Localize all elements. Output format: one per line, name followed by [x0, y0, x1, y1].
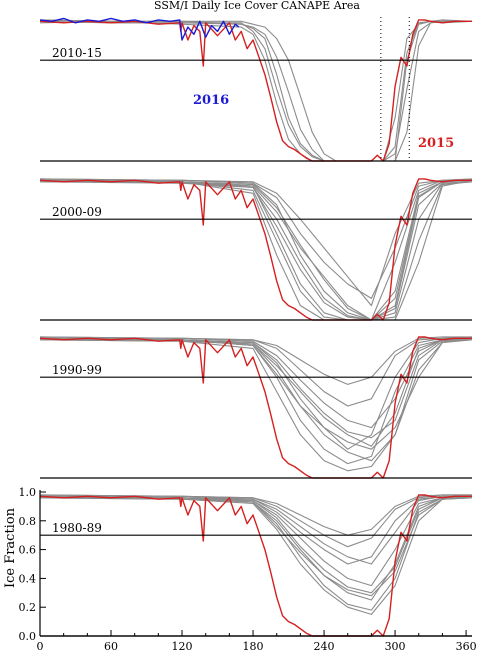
x-tick-label: 0 — [37, 640, 44, 653]
series-line-1998 — [39, 339, 473, 472]
series-line-2009 — [39, 179, 473, 321]
x-tick-label: 360 — [456, 640, 477, 653]
series-line-2014 — [39, 20, 472, 162]
series-line-2011 — [39, 20, 473, 162]
series-line-1989 — [39, 495, 473, 597]
x-axis: 0 60 120 180 240 300 360 — [37, 630, 477, 653]
series-line-2004 — [39, 178, 473, 307]
x-tick-label: 180 — [243, 640, 264, 653]
series-line-1986 — [39, 494, 472, 536]
series-line-1992 — [39, 339, 472, 447]
label-2015: 2015 — [418, 136, 454, 151]
series-line-1988 — [39, 497, 473, 615]
panel-1980-89: 1980-89 — [39, 494, 473, 637]
series-line-2015 — [39, 336, 472, 479]
y-tick-label: 0.2 — [19, 601, 37, 614]
y-tick-label: 1.0 — [19, 486, 37, 499]
y-tick-label: 0.4 — [19, 572, 37, 585]
x-tick-label: 300 — [385, 640, 406, 653]
chart-panels: 2010-15 2000-09 1990-99 1980-89 — [39, 17, 473, 637]
panel-2000-09: 2000-09 — [39, 178, 473, 321]
panel-label: 2000-09 — [52, 205, 102, 219]
series-line-1994 — [40, 337, 473, 429]
x-tick-label: 60 — [104, 640, 118, 653]
series-line-2015 — [39, 494, 472, 637]
figure-title: SSM/I Daily Ice Cover CANAPE Area — [154, 0, 360, 12]
y-axis: 0.0 0.2 0.4 0.6 0.8 1.0 — [19, 486, 46, 643]
series-line-1997 — [39, 337, 473, 439]
y-tick-label: 0.6 — [19, 544, 37, 557]
series-line-2012 — [39, 20, 472, 162]
series-line-2006 — [40, 179, 472, 299]
y-tick-label: 0.0 — [19, 630, 37, 643]
panel-1990-99: 1990-99 — [39, 336, 473, 479]
y-axis-label: Ice Fraction — [3, 507, 18, 588]
label-2016: 2016 — [193, 93, 229, 108]
series-line-2003 — [39, 179, 473, 321]
panel-label: 2010-15 — [52, 46, 102, 60]
series-line-1996 — [39, 336, 472, 385]
x-tick-label: 240 — [314, 640, 335, 653]
series-line-2015 — [39, 19, 472, 162]
series-line-1982 — [39, 497, 472, 601]
panel-label: 1990-99 — [52, 363, 102, 377]
panel-label: 1980-89 — [52, 521, 102, 535]
series-line-1995 — [40, 339, 473, 462]
series-line-1984 — [40, 495, 472, 565]
panel-2010-15: 2010-15 — [39, 17, 473, 162]
series-line-2002 — [40, 181, 473, 321]
series-line-2016 — [39, 17, 240, 41]
y-tick-label: 0.8 — [19, 515, 37, 528]
x-tick-label: 120 — [172, 640, 193, 653]
series-line-2015 — [39, 178, 472, 321]
series-line-2008 — [40, 181, 473, 321]
series-line-1999 — [39, 337, 473, 450]
series-line-1987 — [39, 495, 473, 594]
